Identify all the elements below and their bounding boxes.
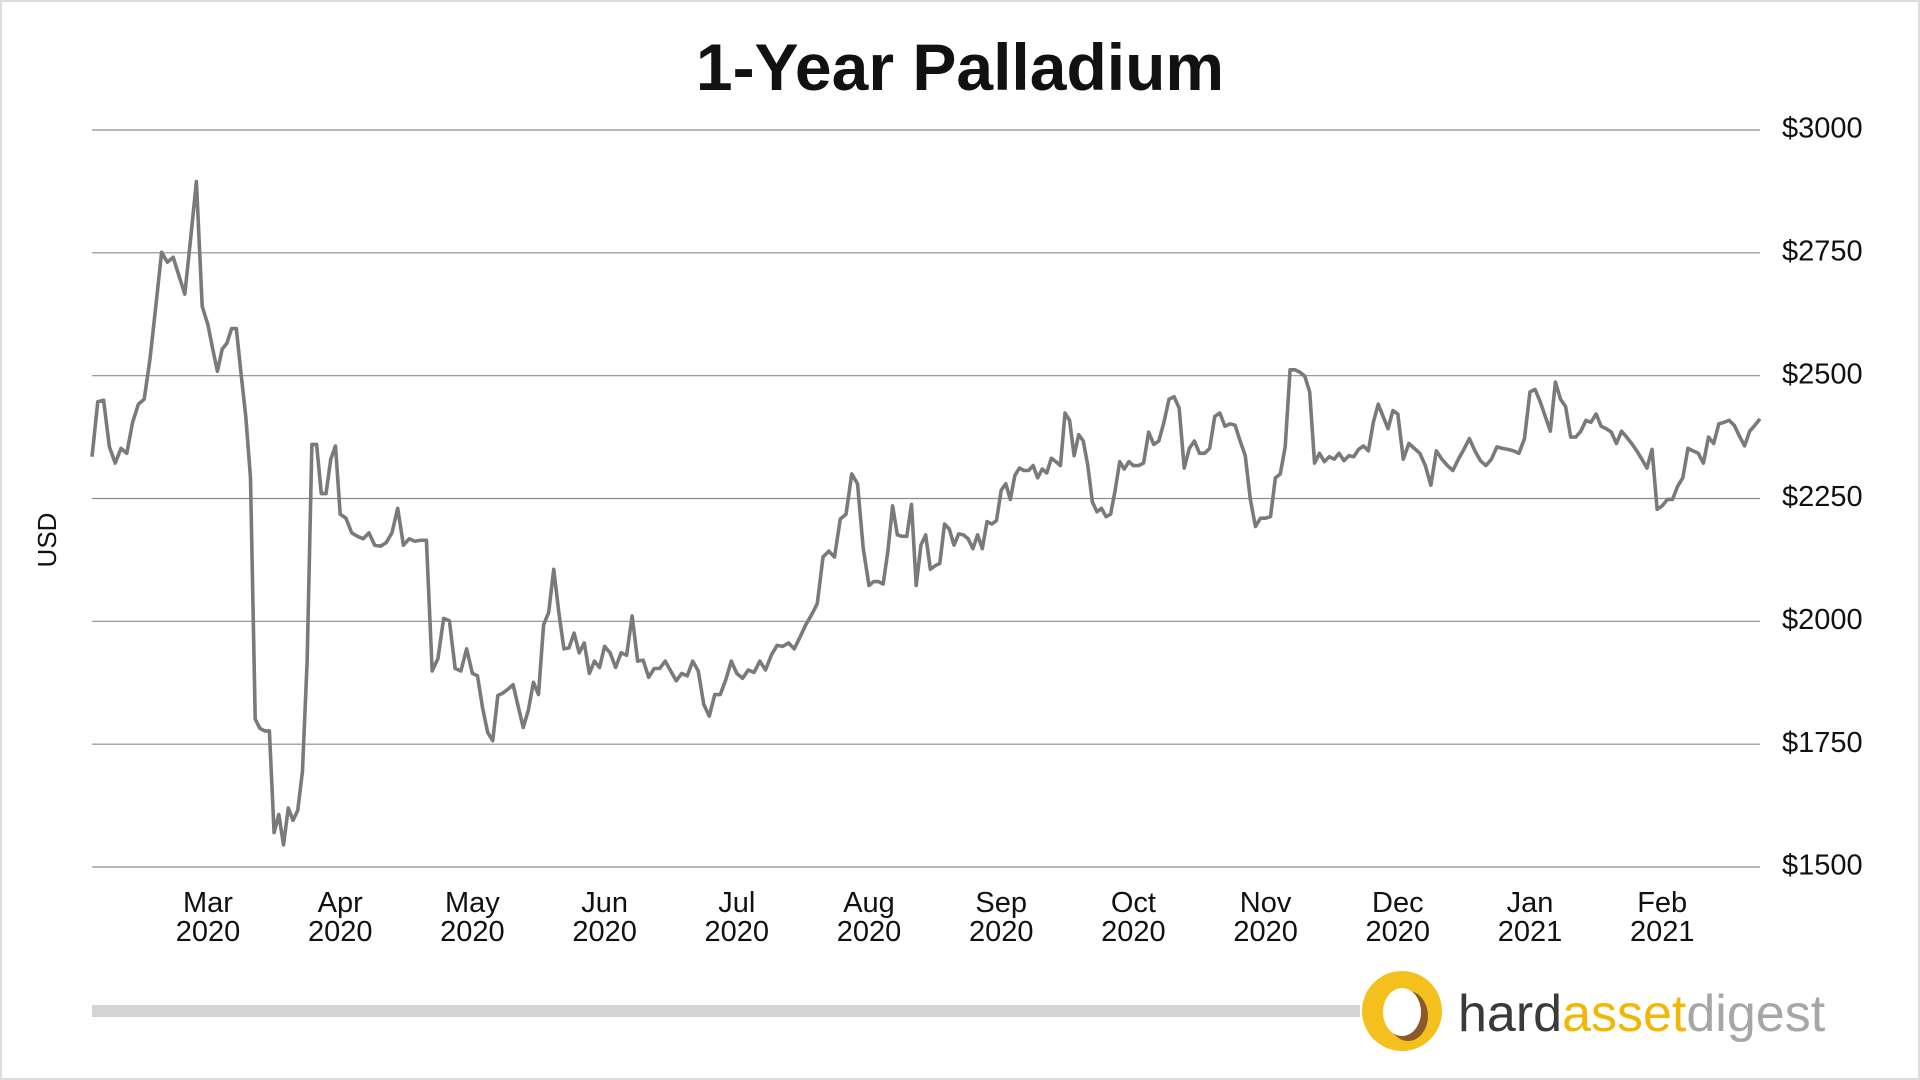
logo-hole (1383, 988, 1421, 1036)
x-tick-label: Nov 2020 (1233, 887, 1298, 948)
x-tick-label: Oct 2020 (1101, 887, 1166, 948)
chart-title: 1-Year Palladium (696, 30, 1224, 104)
x-tick-label: Jun 2020 (572, 887, 637, 948)
footer-bar (92, 1005, 1360, 1017)
y-tick-label: $2000 (1782, 604, 1863, 636)
logo-part: digest (1686, 985, 1825, 1043)
logo-text: hardassetdigest (1458, 985, 1826, 1043)
x-tick-label: Feb 2021 (1630, 887, 1695, 948)
x-tick-label: Sep 2020 (969, 887, 1034, 948)
y-tick-label: $2500 (1782, 358, 1863, 390)
y-axis-label: USD (32, 513, 62, 568)
x-tick-label: Mar 2020 (176, 887, 241, 948)
x-tick-label: May 2020 (440, 887, 505, 948)
x-tick-label: Apr 2020 (308, 887, 373, 948)
x-tick-label: Aug 2020 (837, 887, 902, 948)
logo-part: hard (1458, 985, 1562, 1043)
price-line (90, 179, 1762, 847)
x-tick-label: Jan 2021 (1498, 887, 1563, 948)
y-tick-label: $3000 (1782, 113, 1863, 145)
y-tick-label: $2250 (1782, 481, 1863, 513)
y-tick-label: $1500 (1782, 850, 1863, 882)
y-tick-label: $2750 (1782, 235, 1863, 267)
logo-icon (1362, 971, 1442, 1051)
x-tick-label: Jul 2020 (705, 887, 770, 948)
logo-part: asset (1562, 985, 1687, 1043)
y-tick-label: $1750 (1782, 727, 1863, 759)
x-tick-label: Dec 2020 (1366, 887, 1431, 948)
